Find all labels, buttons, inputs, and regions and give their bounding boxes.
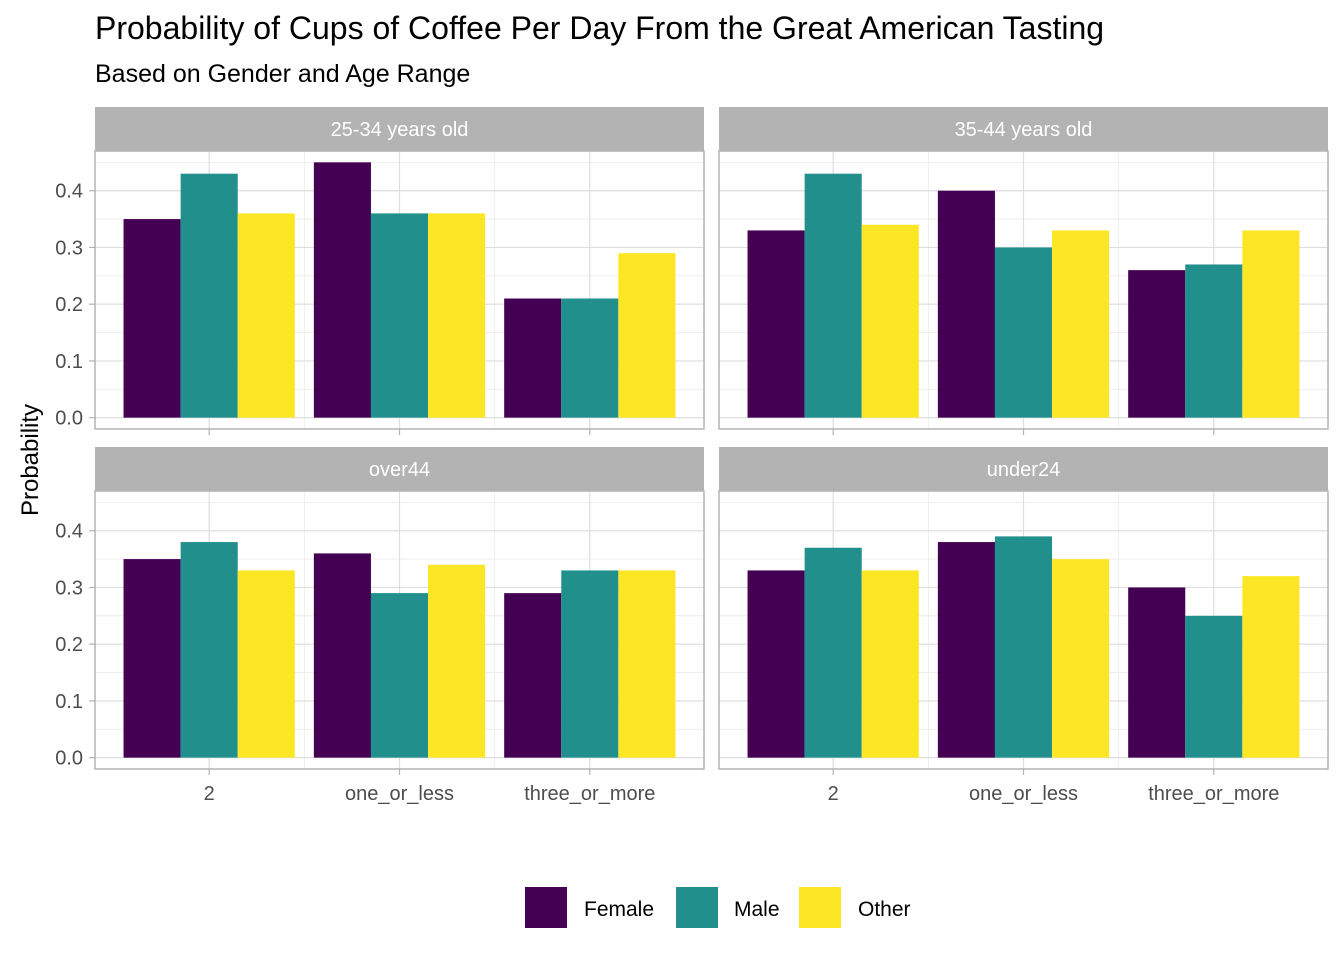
y-tick-label: 0.0 <box>55 748 83 770</box>
bar <box>1052 230 1110 418</box>
bar <box>618 253 676 418</box>
x-tick-label: 2 <box>204 783 215 805</box>
legend-label: Female <box>584 898 654 921</box>
facet-panel: 35-44 years old <box>718 107 1329 435</box>
y-tick-label: 0.2 <box>55 634 83 656</box>
y-tick-label: 0.2 <box>55 294 83 316</box>
bar <box>428 564 486 758</box>
bar <box>313 553 371 758</box>
facet-strip <box>95 107 704 151</box>
legend: Female Male Other <box>525 887 911 928</box>
bar <box>1052 559 1110 758</box>
bar <box>237 213 295 418</box>
y-axis-title: Probability <box>17 404 44 516</box>
facet-strip <box>719 107 1328 151</box>
x-tick-label: 2 <box>828 783 839 805</box>
y-tick-label: 0.0 <box>55 408 83 430</box>
legend-item: Female <box>525 887 654 928</box>
panels-layer: 25-34 years old 0.0 0.1 0.2 0.3 0.4 35-44 year… <box>55 107 1329 805</box>
legend-item: Male <box>676 887 780 928</box>
chart-title: Probability of Cups of Coffee Per Day Fr… <box>95 10 1105 46</box>
bar <box>123 559 181 758</box>
bar <box>1185 615 1243 758</box>
bar <box>1242 230 1300 418</box>
y-tick-label: 0.1 <box>55 351 83 373</box>
bar <box>180 542 238 758</box>
bar <box>994 536 1053 758</box>
bar <box>747 570 805 758</box>
bar <box>937 190 995 418</box>
bar <box>504 298 562 418</box>
facet-panel: under24 2 one_or_less three_or_more <box>718 447 1329 805</box>
bar <box>1185 264 1243 418</box>
x-tick-label: three_or_more <box>524 783 655 805</box>
bar <box>504 593 562 758</box>
bar <box>123 219 181 418</box>
legend-item: Other <box>799 887 911 928</box>
facet-strip-label: 35-44 years old <box>955 119 1093 141</box>
y-tick-label: 0.4 <box>55 181 83 203</box>
facet-strip-label: under24 <box>987 459 1060 481</box>
facet-panel: 25-34 years old 0.0 0.1 0.2 0.3 0.4 <box>55 107 705 435</box>
x-tick-label: three_or_more <box>1148 783 1279 805</box>
y-tick-label: 0.1 <box>55 691 83 713</box>
bar <box>370 213 429 418</box>
chart-subtitle: Based on Gender and Age Range <box>95 60 471 88</box>
bar <box>1242 576 1300 758</box>
bar <box>561 298 619 418</box>
legend-swatch <box>676 887 718 928</box>
facet-strip-label: over44 <box>369 459 430 481</box>
bar <box>180 173 238 418</box>
x-tick-label: one_or_less <box>969 783 1078 805</box>
bar <box>1128 587 1186 758</box>
bar <box>861 570 919 758</box>
bar <box>804 547 862 758</box>
bar <box>861 224 919 418</box>
legend-label: Male <box>734 898 780 921</box>
y-tick-label: 0.3 <box>55 577 83 599</box>
bar <box>313 162 371 418</box>
legend-swatch <box>799 887 841 928</box>
bar <box>370 593 429 758</box>
bar <box>1128 270 1186 418</box>
bar <box>747 230 805 418</box>
bar <box>561 570 619 758</box>
x-tick-label: one_or_less <box>345 783 454 805</box>
bar <box>428 213 486 418</box>
legend-label: Other <box>858 898 911 921</box>
y-tick-label: 0.4 <box>55 521 83 543</box>
bar <box>237 570 295 758</box>
facet-strip-label: 25-34 years old <box>331 119 469 141</box>
y-tick-label: 0.3 <box>55 237 83 259</box>
bar <box>804 173 862 418</box>
facet-strip <box>95 447 704 491</box>
legend-swatch <box>525 887 567 928</box>
bar <box>994 247 1053 418</box>
facet-panel: over44 0.0 0.1 0.2 0.3 0.4 2 one_or_less three_o… <box>55 447 705 805</box>
bar <box>937 542 995 758</box>
facet-strip <box>719 447 1328 491</box>
bar <box>618 570 676 758</box>
